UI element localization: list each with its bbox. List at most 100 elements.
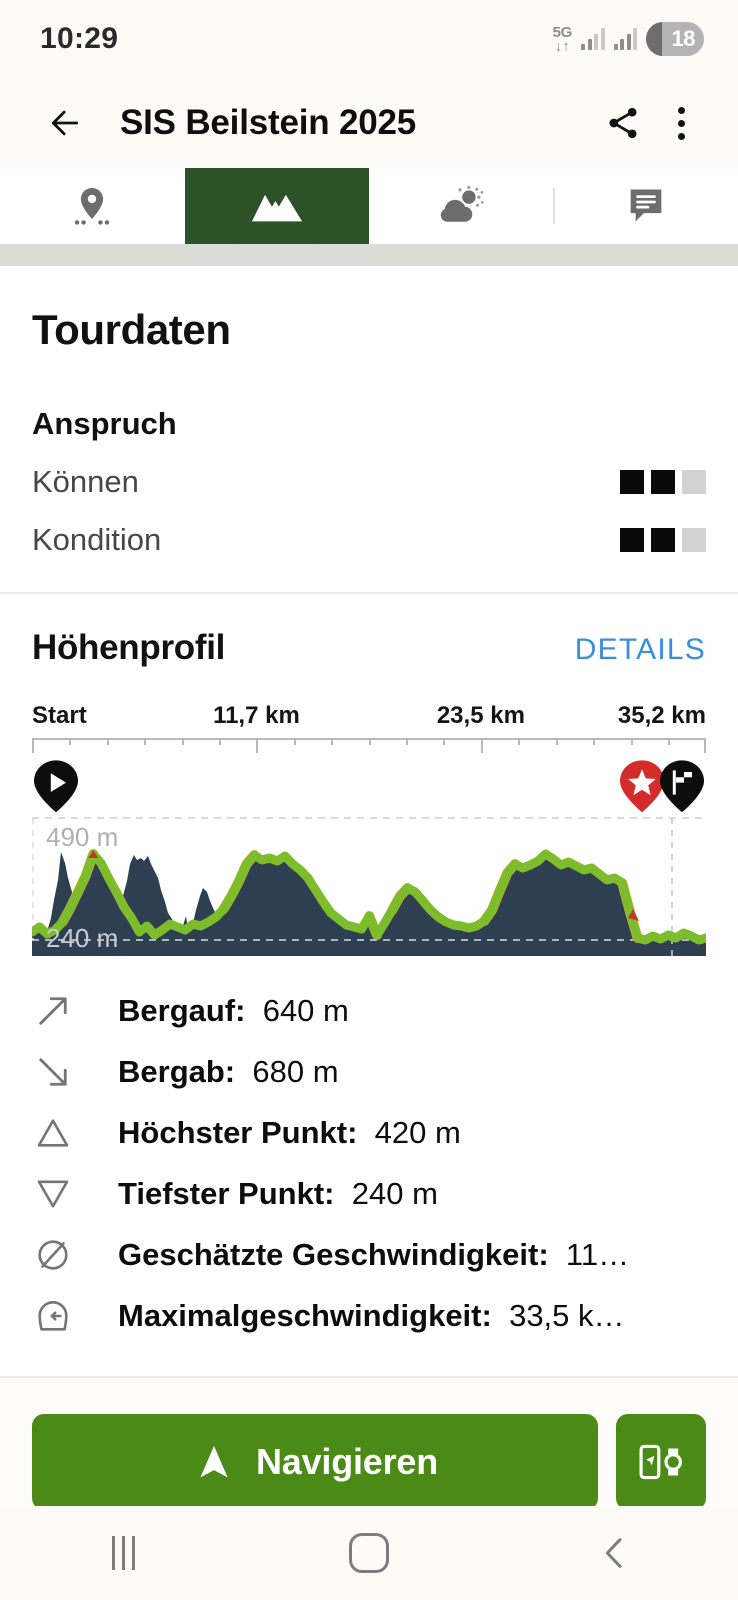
- chart-ylabel-min: 240 m: [46, 923, 119, 953]
- status-clock: 10:29: [40, 22, 119, 55]
- page-title: SIS Beilstein 2025: [120, 103, 417, 142]
- mountains-icon: [251, 194, 302, 222]
- elevation-chart-svg: [32, 817, 706, 956]
- list-item: Höchster Punkt: 420 m: [0, 1102, 738, 1163]
- recents-button[interactable]: [0, 1536, 246, 1570]
- list-item: Tiefster Punkt: 240 m: [0, 1163, 738, 1224]
- x-tick-label-1: 11,7 km: [213, 702, 300, 729]
- subheading-anspruch: Anspruch: [32, 406, 177, 441]
- stat-value: 11…: [565, 1236, 630, 1272]
- home-icon: [349, 1533, 389, 1573]
- stat-label: Bergauf:: [118, 992, 246, 1028]
- details-link[interactable]: DETAILS: [574, 633, 706, 666]
- sidebar-item-map[interactable]: [0, 168, 185, 244]
- bottom-action-bar: Navigieren: [0, 1378, 738, 1510]
- stat-icon: [32, 990, 118, 1032]
- diameter-icon: [38, 1239, 68, 1270]
- network-data-arrows: ↓↑: [554, 37, 570, 55]
- network-5g-icon: 5G ↓↑: [552, 23, 573, 55]
- stat-value: 680 m: [252, 1053, 339, 1089]
- stat-label: Maximalgeschwindigkeit:: [118, 1297, 492, 1333]
- send-to-device-button[interactable]: [616, 1414, 706, 1510]
- stat-value: 640 m: [262, 992, 349, 1028]
- phone-watch-icon: [639, 1444, 682, 1480]
- rating-row-kondition: Kondition: [32, 500, 706, 558]
- status-badge-kondition: [620, 528, 706, 552]
- tab-divider: [552, 188, 555, 224]
- elevation-profile-header: Höhenprofil DETAILS: [32, 594, 706, 668]
- stat-text: Maximalgeschwindigkeit: 33,5 k…: [118, 1298, 625, 1334]
- rating-square-filled: [651, 528, 675, 552]
- stat-label: Höchster Punkt:: [118, 1114, 358, 1150]
- rating-label: Kondition: [32, 522, 162, 557]
- status-indicators: 5G ↓↑ 18: [553, 22, 704, 56]
- chart-ylabel-max: 490 m: [46, 822, 119, 852]
- divider: [0, 592, 738, 594]
- stat-text: Geschätzte Geschwindigkeit: 11…: [118, 1237, 629, 1273]
- sidebar-item-comments[interactable]: [554, 168, 738, 244]
- sidebar-item-weather[interactable]: [369, 168, 555, 244]
- arrow-up-right-icon: [39, 996, 67, 1025]
- start-marker[interactable]: [30, 758, 82, 814]
- status-badge-koennen: [620, 470, 706, 494]
- stat-icon: [32, 1112, 118, 1154]
- highlight-marker[interactable]: [616, 758, 668, 814]
- navigation-arrow-icon: [200, 1445, 228, 1478]
- rating-square-filled: [620, 470, 644, 494]
- battery-indicator: 18: [646, 22, 704, 56]
- stat-value: 420 m: [374, 1114, 461, 1150]
- arrow-down-right-icon: [39, 1057, 67, 1086]
- tour-stats-list: Bergauf: 640 m Bergab: 680 m: [0, 956, 738, 1346]
- list-item: Maximalgeschwindigkeit: 33,5 k…: [0, 1285, 738, 1346]
- back-chevron-icon: [605, 1538, 622, 1568]
- x-tick-label-0: Start: [32, 702, 87, 729]
- rating-row-koennen: Können: [32, 442, 706, 500]
- play-pin-icon: [34, 760, 78, 813]
- system-back-button[interactable]: [492, 1533, 738, 1573]
- network-5g-label: 5G: [552, 23, 573, 41]
- stat-icon: [32, 1173, 118, 1215]
- share-icon: [609, 107, 637, 139]
- flag-pin-icon: [660, 760, 704, 813]
- share-button[interactable]: [594, 94, 652, 152]
- x-tick-label-3: 35,2 km: [617, 702, 706, 729]
- rating-square-filled: [620, 528, 644, 552]
- stat-text: Höchster Punkt: 420 m: [118, 1115, 461, 1151]
- stat-icon: [32, 1295, 118, 1337]
- stat-text: Bergab: 680 m: [118, 1054, 339, 1090]
- recents-icon: [111, 1536, 135, 1570]
- navigate-button[interactable]: Navigieren: [32, 1414, 598, 1510]
- more-vertical-icon: [677, 106, 685, 140]
- x-tick-label-2: 23,5 km: [436, 702, 525, 729]
- battery-percent-label: 18: [671, 26, 696, 51]
- chart-x-axis-labels: Start 11,7 km 23,5 km 35,2 km: [32, 700, 706, 730]
- home-button[interactable]: [246, 1533, 492, 1573]
- list-item: Geschätzte Geschwindigkeit: 11…: [0, 1224, 738, 1285]
- stat-label: Tiefster Punkt:: [118, 1175, 335, 1211]
- battery-level-fill: [646, 22, 662, 56]
- finish-marker[interactable]: [656, 758, 708, 814]
- stat-text: Bergauf: 640 m: [118, 993, 349, 1029]
- stat-text: Tiefster Punkt: 240 m: [118, 1176, 438, 1212]
- cloud-sun-icon: [440, 185, 484, 222]
- triangle-up-icon: [37, 1118, 69, 1147]
- stat-icon: [32, 1234, 118, 1276]
- rating-square-empty: [682, 470, 706, 494]
- more-options-button[interactable]: [652, 94, 710, 152]
- section-heading-hoehenprofil: Höhenprofil: [32, 628, 226, 667]
- speedometer-icon: [38, 1300, 68, 1331]
- stat-label: Geschätzte Geschwindigkeit:: [118, 1236, 549, 1272]
- navigate-button-label: Navigieren: [255, 1441, 439, 1482]
- peak-marker-left: [88, 850, 99, 858]
- elevation-chart[interactable]: 490 m 240 m: [32, 814, 706, 956]
- tab-bar-shadow-strip: [0, 244, 738, 266]
- rating-square-empty: [682, 528, 706, 552]
- sidebar-item-tour-data[interactable]: [184, 168, 369, 264]
- star-pin-icon: [620, 760, 664, 813]
- list-item: Bergab: 680 m: [0, 1041, 738, 1102]
- divider: [0, 1376, 738, 1378]
- stat-label: Bergab:: [118, 1053, 236, 1089]
- back-button[interactable]: [36, 94, 94, 152]
- main-content: Tourdaten Anspruch Können Kondition: [0, 266, 738, 1510]
